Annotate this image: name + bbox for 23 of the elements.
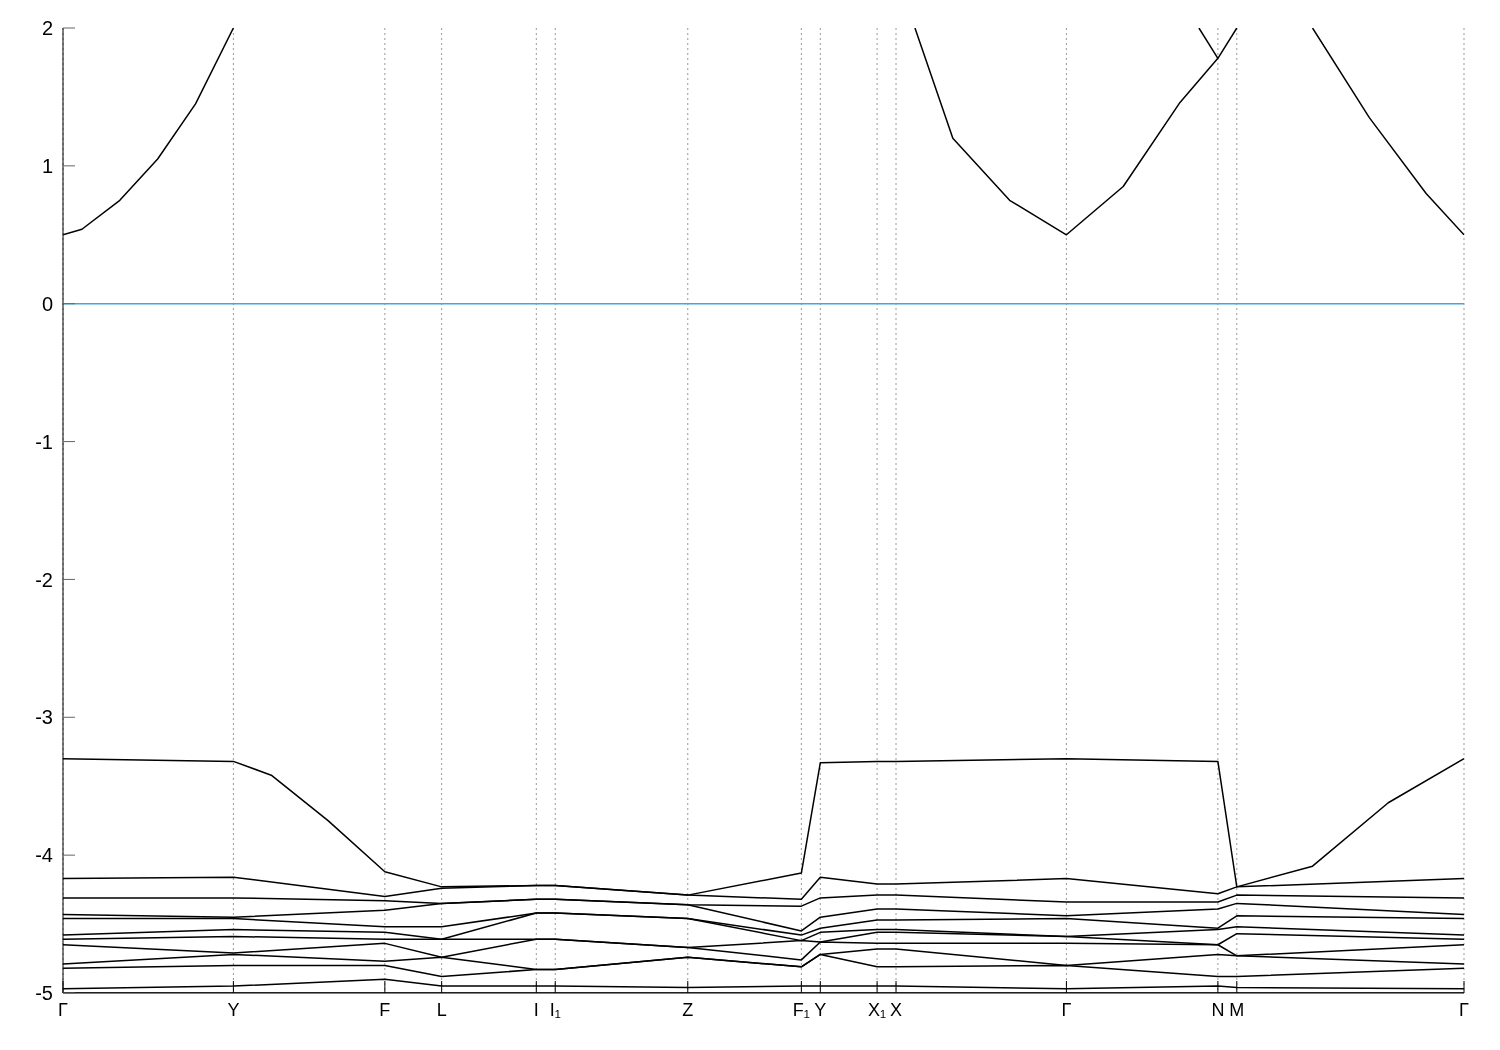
x-tick-label: N [1211, 999, 1225, 1020]
x-tick-label: Y [814, 999, 827, 1020]
x-tick-label: I [533, 999, 539, 1020]
x-tick-label: M [1229, 999, 1245, 1020]
x-tick-label: X₁ [868, 999, 887, 1020]
x-tick-label: Y [227, 999, 240, 1020]
y-tick-label: -4 [35, 844, 53, 867]
y-tick-label: -5 [35, 982, 53, 1005]
y-tick-label: -1 [35, 430, 53, 453]
y-tick-label: -2 [35, 568, 53, 591]
x-tick-label: Γ [58, 999, 69, 1020]
x-tick-label: Γ [1459, 999, 1470, 1020]
x-tick-label: Γ [1061, 999, 1072, 1020]
y-tick-label: 0 [41, 292, 53, 315]
x-tick-label: I₁ [549, 999, 561, 1020]
x-tick-label: F [379, 999, 391, 1020]
y-tick-label: 2 [41, 17, 53, 40]
x-tick-label: X [890, 999, 903, 1020]
y-tick-label: 1 [41, 154, 53, 177]
x-tick-label: L [436, 999, 447, 1020]
x-tick-label: F₁ [792, 999, 810, 1020]
x-tick-label: Z [682, 999, 694, 1020]
y-tick-label: -3 [35, 706, 53, 729]
